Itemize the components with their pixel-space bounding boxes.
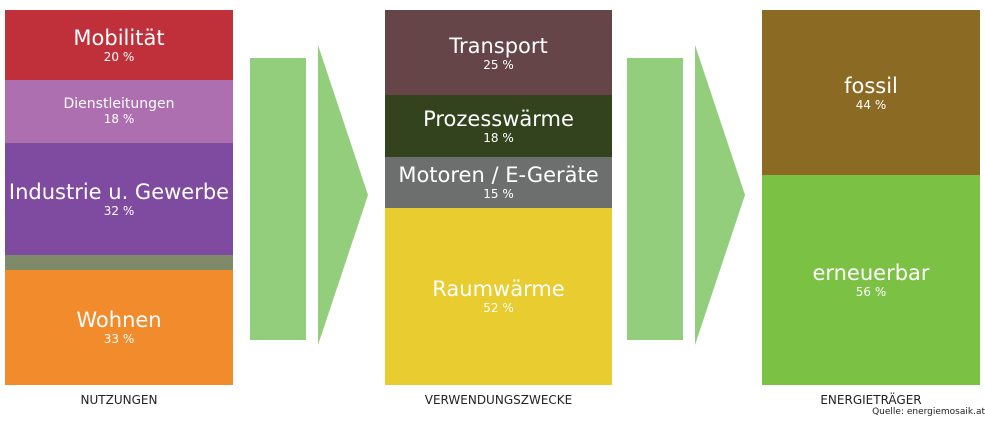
segment-value: 33 %: [103, 332, 135, 347]
arrow-head: [318, 45, 368, 345]
segment: Wohnen 33 %: [5, 269, 233, 385]
segment: erneuerbar 56 %: [762, 175, 980, 385]
segment-label: Wohnen: [76, 308, 162, 333]
caption: VERWENDUNGSZWECKE: [424, 393, 573, 407]
segment-value: 32 %: [103, 203, 135, 218]
column: Transport 25 % Prozesswärme 18 % Motoren / E…: [385, 10, 612, 385]
gap-segment: [5, 254, 233, 270]
segment-value: 44 %: [855, 97, 887, 112]
segment-label: Mobilität: [73, 25, 165, 50]
caption: ENERGIETRÄGER: [820, 393, 922, 407]
segment-label: Dienstleitungen: [63, 96, 175, 113]
segment-label: Transport: [449, 33, 548, 58]
segment-value: 15 %: [483, 187, 514, 202]
segment-value: 56 %: [855, 285, 887, 299]
segment: Motoren / E-Geräte 15 %: [385, 156, 612, 208]
segment-label: Raumwärme: [432, 277, 565, 302]
segment: Dienstleitungen 18 %: [5, 79, 233, 143]
segment-value: 20 %: [103, 49, 135, 64]
segment-value: 25 %: [483, 57, 514, 72]
segment-label: Motoren / E-Geräte: [398, 163, 599, 188]
column: Mobilität 20 % Dienstleitungen 18 % Industri…: [5, 10, 233, 385]
segment-label: Industrie u. Gewerbe: [8, 179, 230, 204]
caption: NUTZUNGEN: [80, 393, 158, 407]
segment-value: 18 %: [483, 130, 514, 145]
arrow-body: [627, 58, 683, 340]
segment-label: fossil: [844, 73, 898, 98]
segment: Prozesswärme 18 %: [385, 95, 612, 157]
segment: Mobilität 20 %: [5, 10, 233, 80]
segment: Industrie u. Gewerbe 32 %: [5, 142, 233, 255]
segment: Raumwärme 52 %: [385, 207, 612, 385]
segment: fossil 44 %: [762, 10, 980, 175]
column: fossil 44 % erneuerbar 56 %: [762, 10, 980, 385]
arrow-body: [250, 58, 306, 340]
segment-value: 52 %: [483, 301, 514, 316]
arrow-head: [695, 45, 745, 345]
segment: Transport 25 %: [385, 10, 612, 96]
segment-label: Prozesswärme: [423, 106, 574, 131]
segment-value: 18 %: [103, 112, 135, 127]
segment-label: erneuerbar: [812, 261, 930, 285]
source: Quelle: energiemosaik.at: [872, 407, 985, 417]
